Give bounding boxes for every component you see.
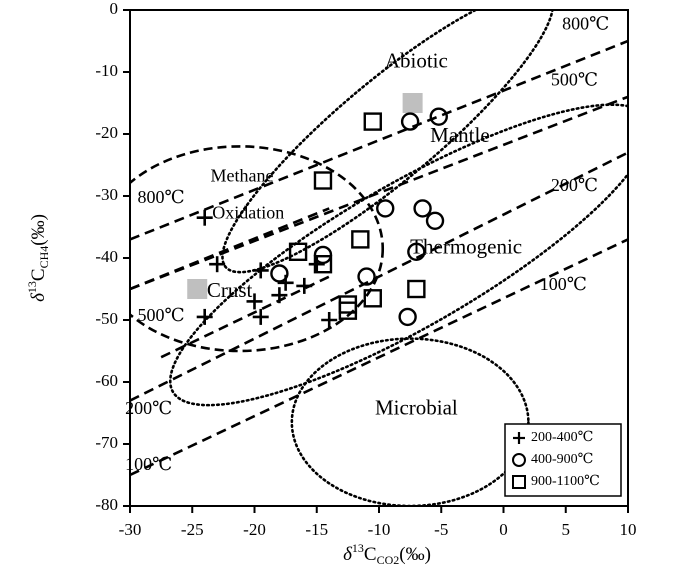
region-label: Crust (207, 278, 253, 302)
x-tick-label: 0 (499, 520, 508, 539)
region-label: Oxidation (212, 203, 284, 223)
axis-title-part: δ (28, 292, 49, 302)
end-member-mantle (402, 93, 423, 113)
isotherm-line (130, 95, 628, 291)
y-tick-label: -70 (95, 433, 118, 452)
point-plus (321, 312, 338, 328)
point-plus (296, 277, 313, 294)
point-circle (429, 107, 448, 126)
axis-title-part: δ (343, 544, 353, 565)
region-label: Methane (211, 166, 274, 186)
data-points (196, 107, 448, 328)
isotherm-line (130, 238, 628, 477)
axis-title-part: C (364, 544, 377, 565)
x-tick-label: -10 (368, 520, 391, 539)
isotherm-label: 500℃ (138, 305, 185, 325)
point-plus (271, 287, 288, 304)
isotherm-line (130, 207, 330, 291)
point-square (338, 301, 358, 320)
region-microbial (290, 337, 530, 506)
legend-marker-square (512, 475, 526, 489)
legend-label: 400-900℃ (531, 452, 593, 467)
legend-label: 900-1100℃ (531, 474, 600, 489)
x-tick-label: -5 (434, 520, 448, 539)
isotherm-lines (130, 39, 628, 477)
point-square (313, 171, 333, 190)
point-plus (252, 308, 269, 325)
point-circle (357, 267, 376, 286)
legend-label: 200-400℃ (531, 430, 593, 445)
axis-title-part: C (28, 268, 49, 281)
point-square (363, 289, 382, 308)
point-square (288, 242, 308, 262)
point-square (407, 279, 426, 299)
y-tick-label: -50 (95, 309, 118, 328)
legend: 200-400℃ 400-900℃ 900-1100℃ (504, 423, 622, 497)
axis-title-part: (‰) (28, 214, 49, 246)
point-circle (398, 307, 417, 327)
isotherm-label: 500℃ (551, 69, 598, 89)
point-circle (313, 245, 333, 265)
x-tick-label: -20 (243, 520, 266, 539)
region-label: Abiotic (385, 49, 448, 73)
isotherm-label: 100℃ (125, 454, 172, 474)
y-axis-title: δ13CCH4(‰) (25, 214, 51, 302)
axis-title-part: 13 (352, 541, 364, 555)
x-tick-label: 10 (620, 520, 637, 539)
isotherm-label: 200℃ (551, 175, 598, 195)
axis-title-part: (‰) (399, 544, 431, 565)
x-tick-label: -15 (305, 520, 328, 539)
point-plus (196, 308, 213, 325)
region-thermogenic (168, 103, 628, 407)
x-tick-label: 5 (562, 520, 571, 539)
isotherm-label: 100℃ (540, 274, 587, 294)
y-tick-label: -40 (95, 247, 118, 266)
axis-title-part: CO2 (377, 553, 400, 567)
y-tick-label: 0 (110, 0, 119, 18)
region-label: Mantle (430, 123, 489, 147)
x-tick-label: -25 (181, 520, 204, 539)
point-circle (400, 112, 420, 131)
y-tick-label: -20 (95, 123, 118, 142)
point-plus (209, 256, 226, 273)
region-label: Microbial (375, 396, 458, 420)
point-circle (270, 264, 289, 283)
point-plus (252, 262, 269, 279)
axes: -30 -25 -20 -15 -10 -5 0 5 100-10-20-30-40-50-60… (25, 0, 637, 567)
point-circle (407, 242, 426, 262)
region-label: Thermogenic (410, 235, 522, 259)
isotherm-label: 800℃ (562, 14, 609, 34)
x-tick-label: -30 (119, 520, 142, 539)
y-tick-label: -30 (95, 185, 118, 204)
legend-marker-plus (513, 432, 525, 444)
region-abiotic (221, 10, 555, 274)
y-tick-label: -60 (95, 371, 118, 390)
region-crust (130, 145, 384, 353)
axis-title-part: 13 (25, 281, 39, 293)
point-plus (246, 293, 263, 310)
chart-annotations: Abiotic Mantle Thermogenic Microbial Methane… (125, 14, 609, 474)
x-axis-title: δ13CCO2(‰) (343, 541, 431, 567)
isotherm-label: 200℃ (125, 398, 172, 418)
point-square (363, 112, 382, 131)
point-square (351, 230, 370, 249)
end-member-markers (187, 93, 423, 299)
point-plus (196, 209, 213, 226)
isotherm-label: 800℃ (138, 187, 185, 207)
legend-marker-circle (512, 453, 526, 467)
end-member-crust (187, 279, 208, 299)
isotherm-line (130, 39, 628, 241)
axis-title-part: CH4 (37, 246, 51, 269)
y-tick-label: -80 (95, 495, 118, 514)
point-circle (376, 199, 395, 218)
isotherm-line (130, 151, 628, 402)
point-square (313, 255, 333, 274)
point-circle (413, 199, 432, 218)
point-circle (425, 211, 445, 231)
y-tick-label: -10 (95, 61, 118, 80)
